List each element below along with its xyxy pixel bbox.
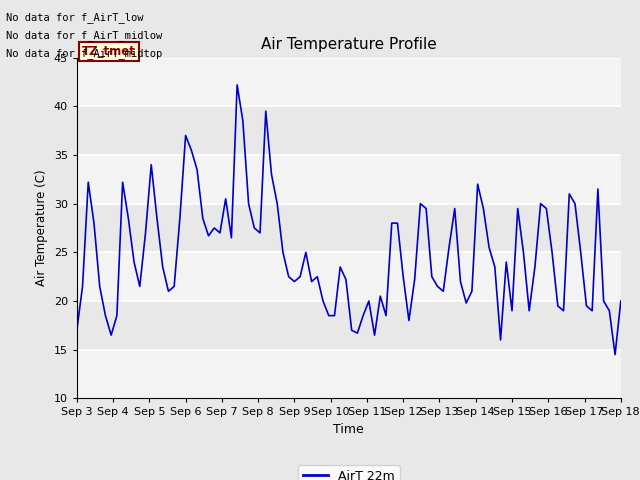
X-axis label: Time: Time	[333, 423, 364, 436]
Title: Air Temperature Profile: Air Temperature Profile	[261, 37, 436, 52]
Text: No data for f_AirT_low: No data for f_AirT_low	[6, 12, 144, 23]
Text: No data for f_AirT_midtop: No data for f_AirT_midtop	[6, 48, 163, 60]
Bar	[77, 155, 621, 204]
Bar	[77, 350, 621, 398]
Text: No data for f_AirT_midlow: No data for f_AirT_midlow	[6, 30, 163, 41]
Text: TZ_tmet: TZ_tmet	[82, 45, 136, 58]
Y-axis label: Air Temperature (C): Air Temperature (C)	[35, 170, 48, 286]
Bar	[77, 252, 621, 301]
Bar	[77, 58, 621, 106]
Legend: AirT 22m: AirT 22m	[298, 465, 399, 480]
